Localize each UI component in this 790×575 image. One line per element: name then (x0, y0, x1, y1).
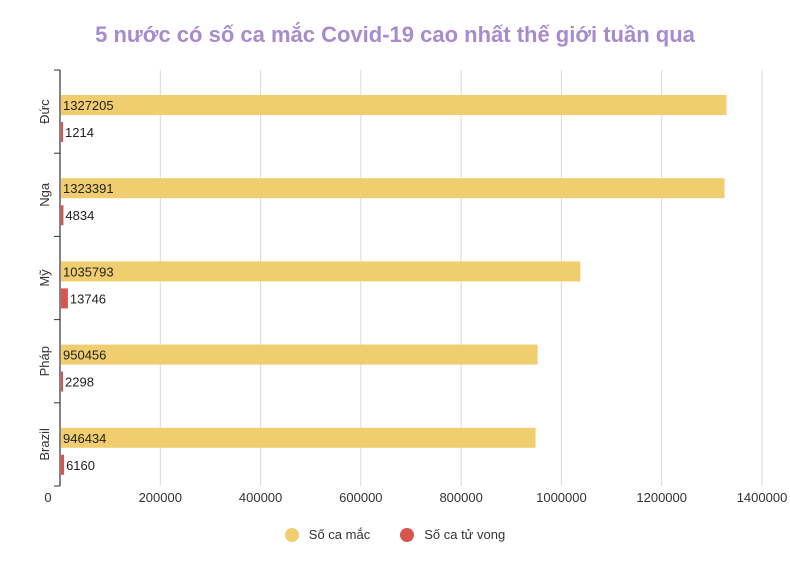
bar-deaths-4 (61, 454, 65, 475)
bar-deaths-1 (61, 205, 64, 226)
x-tick-label-1: 200000 (139, 490, 182, 505)
x-tick-label-7: 1400000 (737, 490, 788, 505)
bar-cases-4 (61, 427, 536, 448)
bar-deaths-3 (61, 371, 63, 392)
chart-plot-area: 0 200000 400000 600000 800000 1000000 1200000 1… (37, 69, 788, 505)
data-label-deaths-0: 1214 (65, 125, 94, 140)
chart-legend: Số ca mắc Số ca tử vong (0, 527, 790, 542)
legend-swatch-deaths (400, 527, 415, 542)
x-tick-label-6: 1200000 (636, 490, 687, 505)
x-tick-label-5: 1000000 (536, 490, 587, 505)
data-label-deaths-3: 2298 (65, 375, 94, 390)
legend-label-deaths: Số ca tử vong (424, 527, 506, 542)
category-label-0: Đức (37, 99, 52, 124)
x-tick-label-3: 600000 (339, 490, 382, 505)
data-label-cases-2: 1035793 (63, 264, 114, 279)
bar-cases-1 (61, 178, 725, 199)
data-label-cases-1: 1323391 (63, 181, 114, 196)
category-label-3: Pháp (37, 346, 52, 376)
bar-deaths-2 (61, 288, 68, 309)
chart-title: 5 nước có số ca mắc Covid-19 cao nhất th… (95, 22, 695, 47)
x-tick-label-4: 800000 (439, 490, 482, 505)
legend-item-deaths[interactable]: Số ca tử vong (400, 527, 505, 542)
category-label-1: Nga (37, 182, 52, 207)
x-tick-label-2: 400000 (239, 490, 282, 505)
data-label-cases-0: 1327205 (63, 98, 114, 113)
data-label-deaths-2: 13746 (70, 291, 106, 306)
bar-cases-0 (61, 95, 727, 115)
legend-label-cases: Số ca mắc (308, 527, 371, 542)
data-label-cases-4: 946434 (63, 431, 106, 446)
category-label-4: Brazil (37, 428, 52, 461)
bar-cases-2 (61, 261, 581, 282)
category-label-2: Mỹ (37, 269, 52, 287)
x-tick-label-0: 0 (44, 490, 51, 505)
bar-deaths-0 (61, 122, 63, 142)
legend-item-cases[interactable]: Số ca mắc (284, 527, 371, 542)
legend-swatch-cases (284, 527, 299, 542)
data-label-cases-3: 950456 (63, 348, 106, 363)
data-label-deaths-4: 6160 (66, 458, 95, 473)
data-label-deaths-1: 4834 (65, 208, 94, 223)
bar-cases-3 (61, 344, 538, 365)
